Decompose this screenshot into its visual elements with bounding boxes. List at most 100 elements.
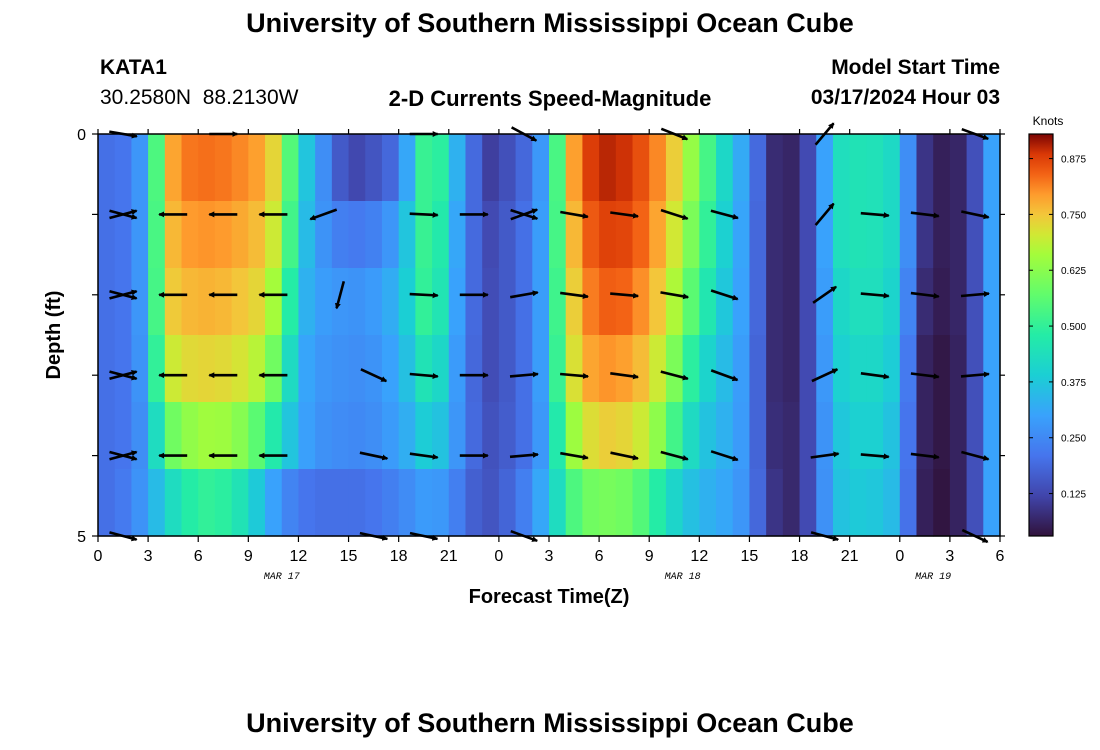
heat-cell [749, 134, 767, 202]
current-vector [409, 211, 439, 218]
heat-cell [365, 134, 383, 202]
heat-cell [649, 469, 667, 537]
heat-cell [448, 469, 467, 537]
heat-cell [248, 268, 266, 336]
heat-cell [265, 134, 283, 202]
heat-cell [398, 134, 416, 202]
heat-cell [699, 201, 717, 269]
x-tick-label: 15 [340, 548, 358, 565]
current-vector [334, 280, 346, 310]
x-tick-label: 9 [244, 548, 253, 565]
heat-cell [432, 402, 450, 470]
heat-cell [649, 134, 667, 202]
y-tick-label: 5 [77, 529, 86, 546]
heat-cell [966, 335, 984, 403]
heat-cell [214, 335, 233, 403]
heat-cell [716, 268, 734, 336]
heat-cell [432, 134, 450, 202]
current-vector [710, 369, 739, 382]
heat-cell [649, 402, 667, 470]
heat-cell [682, 469, 700, 537]
current-vector [109, 369, 138, 381]
current-vector [610, 292, 640, 299]
heat-cell [983, 268, 1001, 336]
heat-cell [298, 268, 316, 336]
current-vector [660, 291, 690, 300]
heat-cell [699, 268, 717, 336]
heat-cell [883, 469, 901, 537]
heat-cell [515, 134, 533, 202]
heat-cell [933, 268, 951, 336]
heat-cell [148, 134, 166, 202]
heat-cell [582, 469, 600, 537]
heat-cell [98, 469, 116, 537]
heat-cell [615, 134, 634, 202]
heat-cell [883, 402, 901, 470]
heat-cell [532, 134, 550, 202]
heat-cell [966, 134, 984, 202]
heat-cell [498, 469, 517, 537]
heat-cell [899, 201, 918, 269]
heat-cell [114, 402, 132, 470]
heat-cell [849, 469, 867, 537]
heat-cell [482, 201, 500, 269]
heat-cell [381, 402, 400, 470]
heat-cell [315, 268, 333, 336]
heat-cell [365, 201, 383, 269]
heat-cell [716, 469, 734, 537]
heat-cell [883, 134, 901, 202]
heat-cell [549, 402, 567, 470]
heat-cell [949, 402, 968, 470]
heat-cell [549, 469, 567, 537]
heat-cell [181, 268, 199, 336]
y-axis-label: Depth (ft) [43, 291, 65, 380]
heat-cell [615, 335, 634, 403]
current-vector [109, 289, 138, 300]
current-vector [560, 451, 589, 461]
heat-cell [515, 335, 533, 403]
heat-cell [164, 402, 183, 470]
heat-cell [164, 335, 183, 403]
heat-cell [248, 335, 266, 403]
date-label: MAR 19 [915, 572, 951, 583]
heat-cell [732, 469, 751, 537]
heat-cell [148, 268, 166, 336]
heat-cell [164, 201, 183, 269]
heat-cell [732, 268, 751, 336]
x-tick-label: 6 [194, 548, 203, 565]
heat-cell [465, 402, 483, 470]
heat-cell [248, 134, 266, 202]
heat-cell [699, 335, 717, 403]
heat-cell [498, 134, 517, 202]
heat-cell [849, 134, 867, 202]
heat-cell [665, 402, 684, 470]
heat-cell [415, 201, 433, 269]
current-vector [560, 291, 589, 299]
heat-cell [198, 268, 216, 336]
current-vector [961, 450, 990, 461]
x-tick-label: 9 [645, 548, 654, 565]
x-tick-label: 0 [494, 548, 503, 565]
x-tick-label: 6 [595, 548, 604, 565]
heat-cell [749, 201, 767, 269]
heat-cell [315, 201, 333, 269]
heat-cell [632, 201, 650, 269]
heat-cell [164, 268, 183, 336]
current-vector [910, 372, 940, 380]
colorbar: Knots 0.125 0.250 0.375 0.500 0.625 0.750 0.87… [1028, 114, 1086, 537]
heat-cell [315, 335, 333, 403]
heat-cell [899, 402, 918, 470]
heat-cell [615, 268, 634, 336]
heat-cell [415, 469, 433, 537]
colorbar-tick-label: 0.875 [1061, 155, 1086, 166]
station-coordinates: 30.2580N 88.2130W [100, 86, 299, 109]
colorbar-tick-label: 0.125 [1061, 490, 1086, 501]
heat-cell [883, 268, 901, 336]
heat-cell [949, 335, 968, 403]
x-tick-label: 3 [545, 548, 554, 565]
heat-cell [849, 402, 867, 470]
heat-cell [799, 402, 817, 470]
heat-cell [265, 402, 283, 470]
heat-cell [482, 268, 500, 336]
heat-cell [515, 402, 533, 470]
